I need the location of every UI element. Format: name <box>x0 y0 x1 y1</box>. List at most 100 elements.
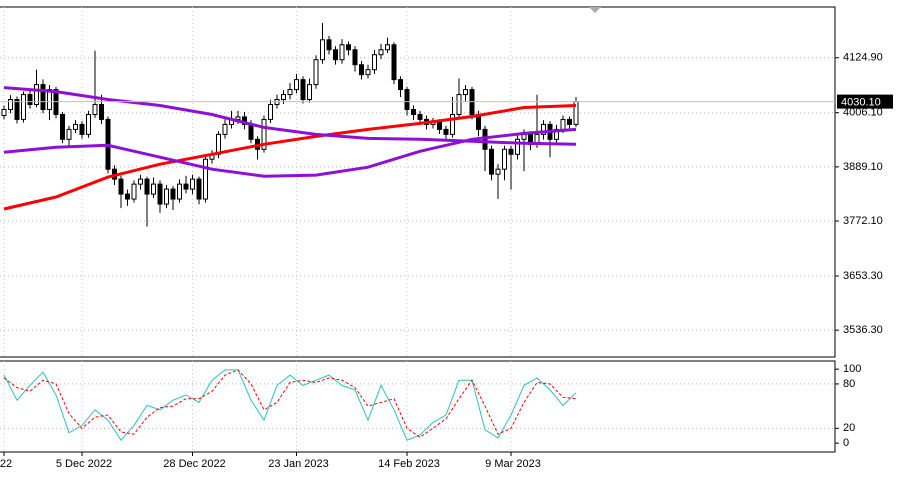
candle-body <box>515 138 520 155</box>
candle-body <box>1 108 7 117</box>
candle-body <box>281 94 286 101</box>
y-tick-label: 3653.30 <box>843 270 883 282</box>
candle-body <box>21 94 26 120</box>
candle-body <box>352 49 358 66</box>
candle-body <box>248 123 254 140</box>
candle-body <box>502 148 507 170</box>
y-tick-label: 4124.90 <box>843 52 883 64</box>
x-tick-label: 28 Dec 2022 <box>163 458 225 470</box>
chart-shift-marker[interactable] <box>589 7 601 13</box>
candle-body <box>554 128 559 140</box>
candle-body <box>567 118 572 125</box>
candle-body <box>398 79 403 91</box>
candle-body <box>157 183 163 205</box>
x-tick-label: 5 Dec 2022 <box>56 458 112 470</box>
oscillator-line <box>3 369 577 442</box>
y-tick-label: 80 <box>843 378 855 390</box>
candle-body <box>183 183 189 190</box>
candle-body <box>47 89 52 110</box>
candle-body <box>339 44 345 61</box>
moving-average <box>3 86 577 146</box>
candle-body <box>170 188 176 200</box>
candle-body <box>508 148 514 155</box>
oscillator-panel-frame <box>0 360 836 453</box>
candle-body <box>79 123 85 135</box>
moving-average <box>3 127 577 178</box>
candle-body <box>131 183 137 200</box>
candle-body <box>27 94 33 106</box>
candle-body <box>164 188 169 205</box>
last-price-box <box>837 94 893 109</box>
candle-body <box>222 123 228 135</box>
candle-body <box>437 121 442 130</box>
candle-body <box>417 113 423 120</box>
candle-body <box>313 59 319 86</box>
oscillator-line <box>3 369 577 438</box>
candle-body <box>66 128 72 140</box>
y-tick-label: 4006.10 <box>843 107 883 119</box>
candle-body <box>144 178 150 195</box>
candle-body <box>560 118 566 130</box>
candle-body <box>300 79 306 101</box>
candle-body <box>521 133 527 140</box>
candle-body <box>14 99 20 120</box>
y-tick-label: 3889.10 <box>843 161 883 173</box>
candle-body <box>235 116 241 120</box>
candle-body <box>177 183 182 200</box>
candle-body <box>99 104 104 120</box>
candle-body <box>391 44 397 81</box>
candle-body <box>365 69 371 76</box>
y-tick-label: 0 <box>843 437 849 449</box>
x-tick-label: 23 Jan 2023 <box>268 458 329 470</box>
candle-body <box>346 44 351 51</box>
x-tick-label: 9 Mar 2023 <box>485 458 541 470</box>
candle-body <box>333 49 338 61</box>
y-tick-label: 3536.30 <box>843 324 883 336</box>
candle-body <box>359 64 364 76</box>
candle-body <box>294 79 299 91</box>
candle-body <box>268 104 273 120</box>
last-price-label: 4030.10 <box>841 97 881 109</box>
candle-body <box>411 108 416 115</box>
y-tick-label: 20 <box>843 422 855 434</box>
x-tick-label: 22 <box>0 458 12 470</box>
candle-body <box>118 178 124 195</box>
moving-average <box>3 104 577 211</box>
candle-body <box>34 84 39 106</box>
candle-body <box>40 84 46 110</box>
y-tick-label: 100 <box>843 363 861 375</box>
plot <box>0 22 835 442</box>
candle-body <box>138 178 143 185</box>
candle-body <box>456 94 462 115</box>
main-panel-frame <box>0 6 836 358</box>
candle-body <box>463 89 468 96</box>
candle-body <box>372 54 377 71</box>
candle-body <box>541 123 546 135</box>
candle-body <box>60 113 65 140</box>
candle-body <box>378 49 384 56</box>
candle-body <box>92 104 98 115</box>
candle-body <box>489 148 494 175</box>
candle-body <box>73 123 78 130</box>
candle-body <box>307 84 312 101</box>
candle-body <box>203 158 208 200</box>
candle-body <box>86 113 91 135</box>
candle-body <box>125 193 130 200</box>
candle-body <box>151 183 156 195</box>
candle-body <box>261 118 267 150</box>
candle-body <box>443 128 449 135</box>
y-tick-label: 3772.10 <box>843 215 883 227</box>
candle-body <box>450 113 455 135</box>
axes: 4124.90 4006.10 3889.10 3772.10 3653.30 3536.… <box>0 52 893 470</box>
candle-body <box>196 178 202 200</box>
candle-body <box>404 89 410 110</box>
candle-body <box>385 44 390 51</box>
candle-body <box>326 39 332 51</box>
candle-body <box>495 168 501 175</box>
candle-body <box>287 89 293 96</box>
candle-body <box>190 178 195 190</box>
candle-body <box>8 99 13 110</box>
x-tick-label: 14 Feb 2023 <box>378 458 440 470</box>
